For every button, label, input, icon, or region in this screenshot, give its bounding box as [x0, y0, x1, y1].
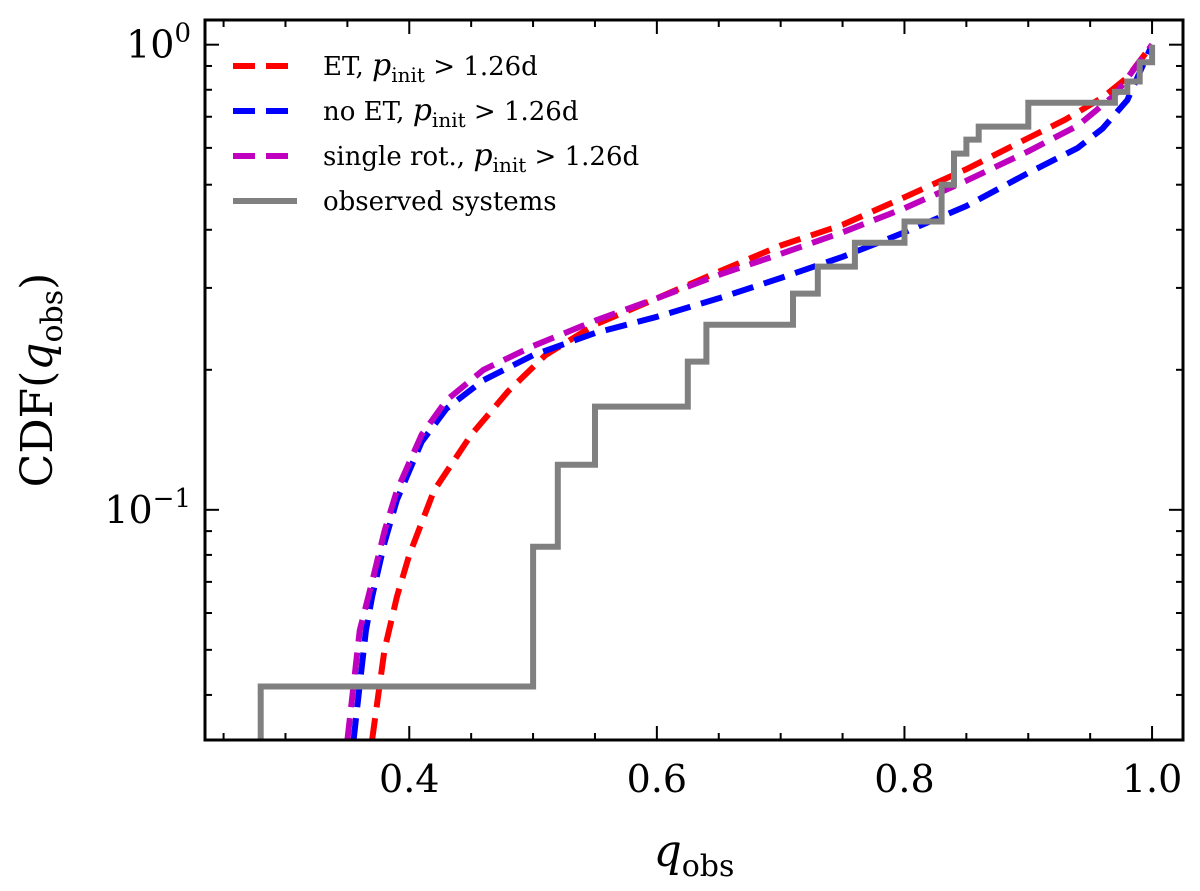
legend-label-2: no ET, pinit > 1.26d [323, 93, 579, 132]
y-axis-title-symbol: q [12, 343, 63, 371]
legend-label-1: ET, pinit > 1.26d [323, 48, 538, 87]
x-tick-label: 0.4 [379, 757, 439, 801]
x-axis-title-subscript: obs [682, 849, 735, 884]
legend-label-text: no ET, [323, 97, 413, 127]
legend-label-rest: > 1.26d [526, 142, 639, 172]
y-tick-label-exponent: 0 [174, 19, 191, 49]
legend-label-rest: > 1.26d [466, 97, 579, 127]
series-line-2 [350, 43, 1155, 740]
x-tick-label: 1.0 [1122, 757, 1182, 801]
y-tick-label-base: 10 [126, 23, 174, 67]
plot-frame [203, 18, 1185, 742]
legend-label-subscript: init [391, 63, 425, 87]
ticks-layer [205, 20, 1183, 740]
legend-label-subscript: init [493, 153, 527, 177]
legend-label-symbol: p [372, 48, 391, 83]
y-tick-label-exponent: −1 [153, 484, 191, 514]
legend-label-symbol: p [413, 93, 432, 128]
y-axis-title-prefix: CDF( [12, 371, 63, 488]
legend-label-text: single rot., [323, 142, 473, 172]
y-tick-label-base: 10 [104, 488, 152, 532]
x-axis-title-symbol: q [654, 826, 682, 877]
series-line-3 [344, 42, 1155, 740]
legend-label-text: ET, [323, 52, 372, 82]
x-tick-label: 0.6 [627, 757, 687, 801]
y-tick-label: 100 [126, 19, 191, 67]
x-tick-label: 0.8 [874, 757, 934, 801]
y-tick-label: 10−1 [104, 484, 191, 532]
series-layer [257, 42, 1156, 740]
x-axis-title: qobs [654, 826, 735, 884]
legend-label-rest: > 1.26d [425, 52, 538, 82]
y-axis-title-suffix: ) [12, 273, 63, 290]
legend-label-subscript: init [432, 108, 466, 132]
legend-label-symbol: p [473, 138, 492, 173]
y-axis-title: CDF(qobs) [12, 273, 70, 488]
series-line-1 [369, 42, 1155, 740]
y-axis-title-subscript: obs [35, 290, 70, 343]
series-line-4 [257, 44, 1156, 740]
legend-label-3: single rot., pinit > 1.26d [323, 138, 639, 177]
legend-label-4: observed systems [323, 187, 557, 217]
